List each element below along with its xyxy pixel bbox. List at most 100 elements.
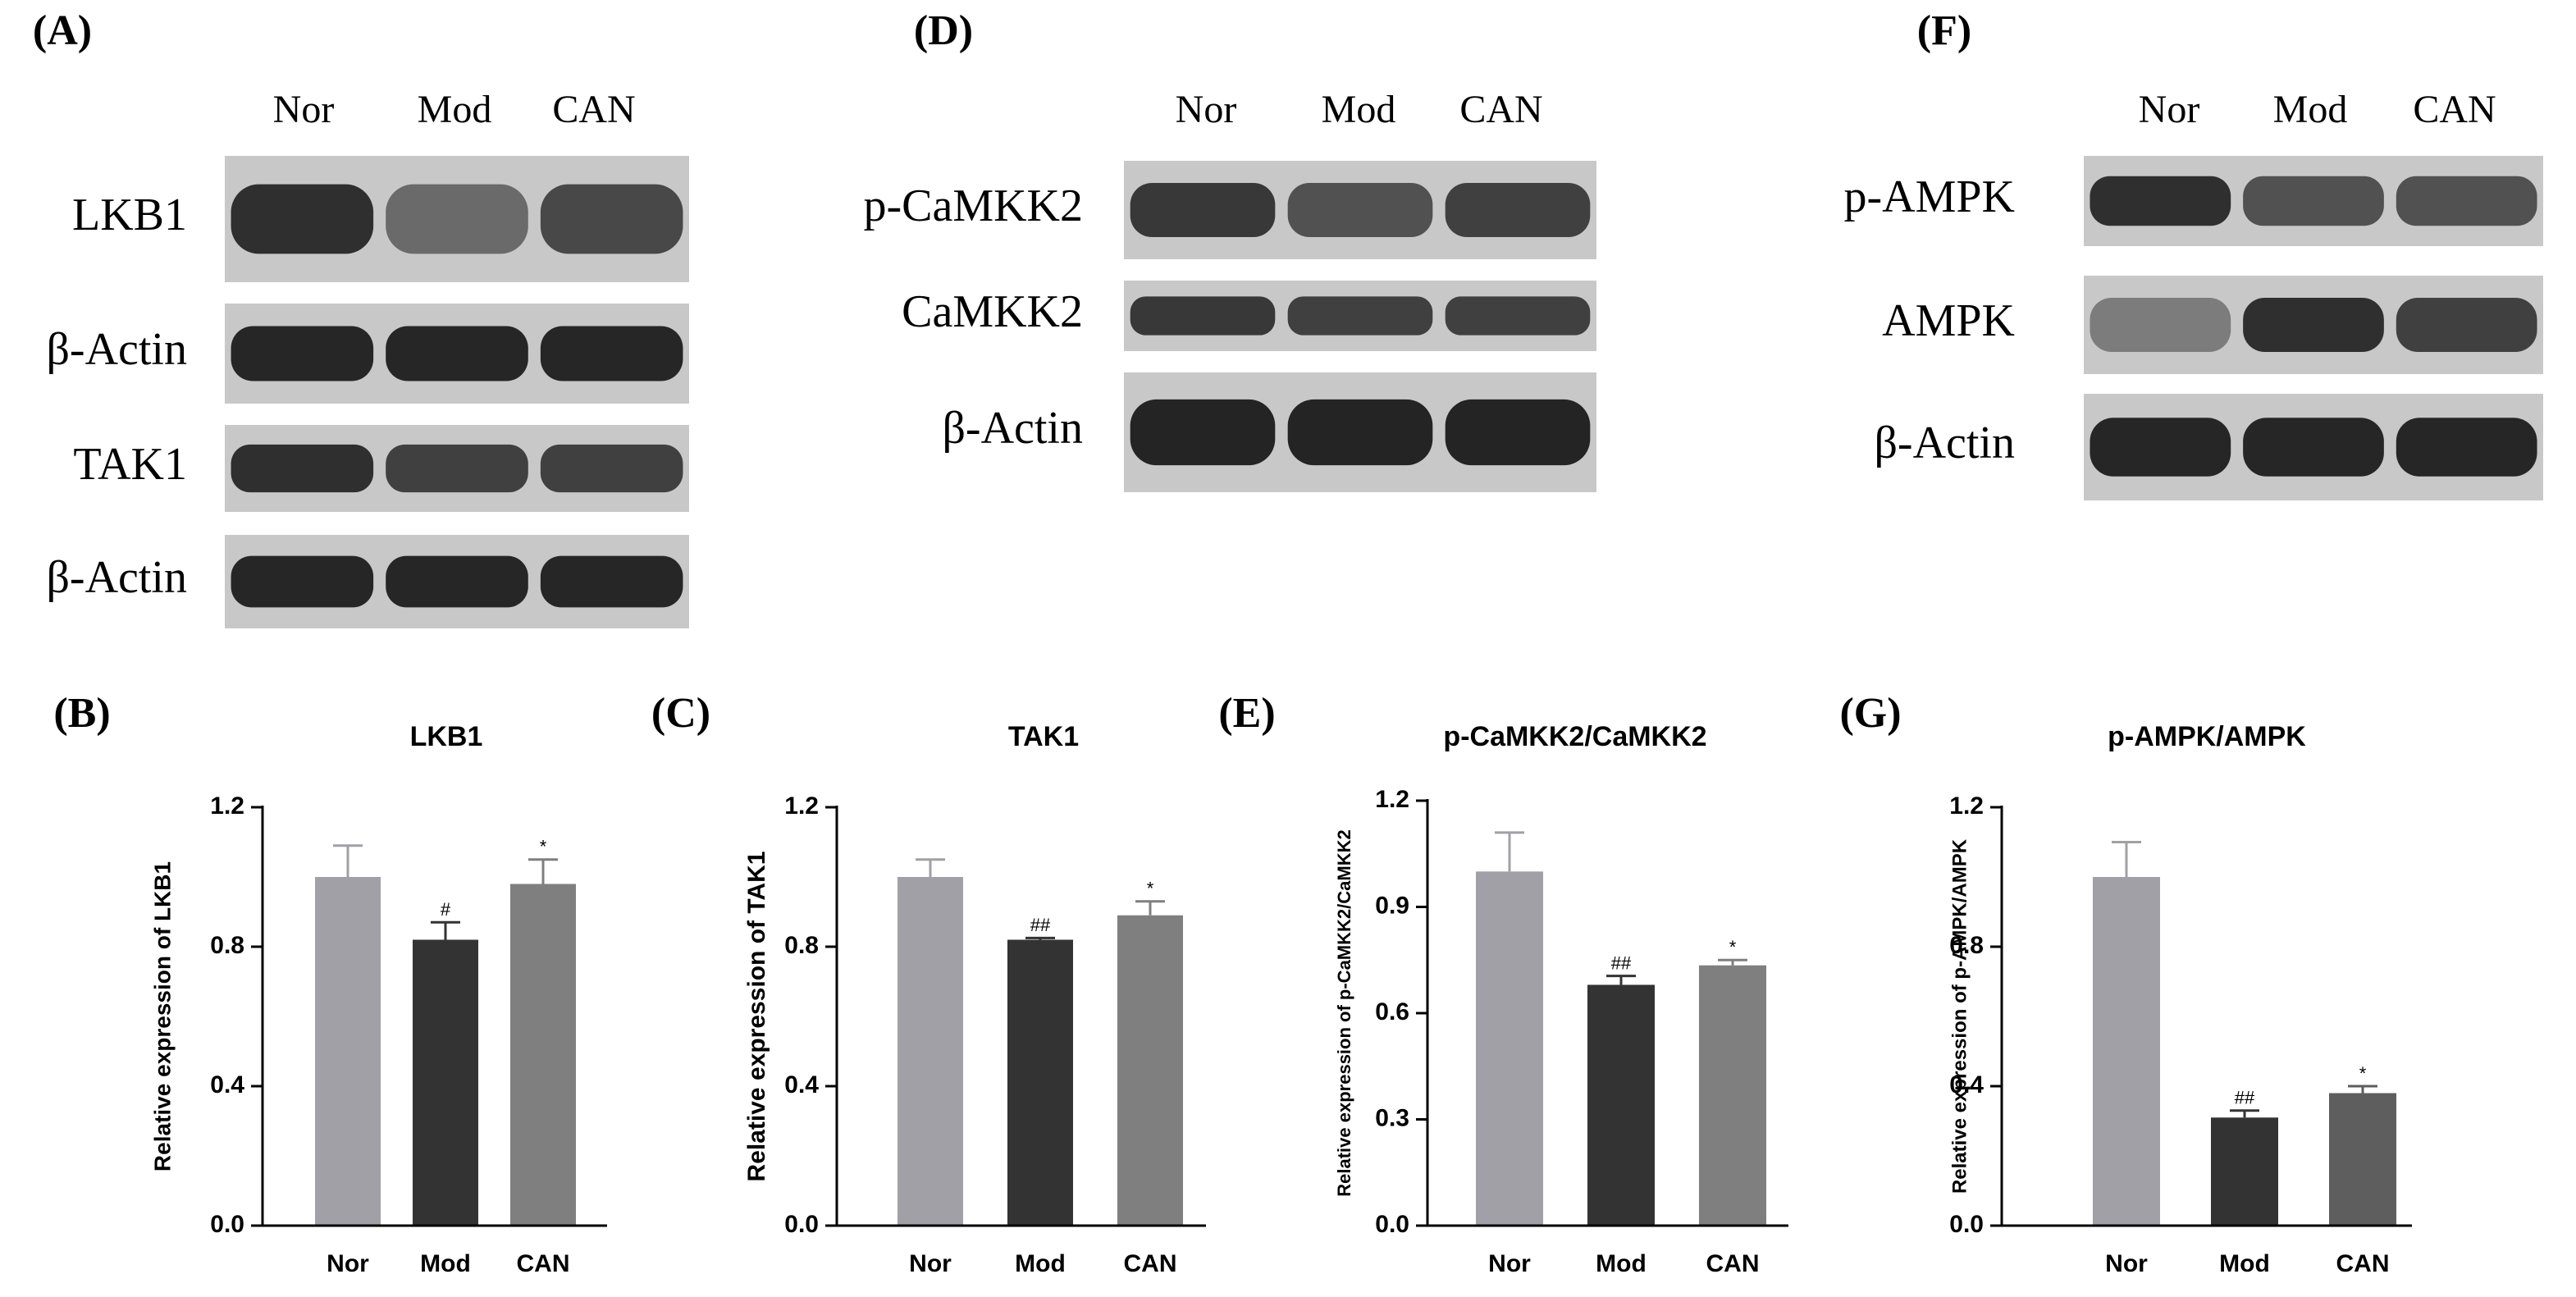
bar <box>1007 939 1073 1226</box>
chart-title: p-AMPK/AMPK <box>2108 721 2306 752</box>
bar <box>510 884 576 1226</box>
y-tick-label: 0.6 <box>1375 998 1409 1025</box>
blot-band <box>386 555 528 608</box>
blot-band <box>1130 183 1276 237</box>
y-axis-label: Relative expression of p-AMPK/AMPK <box>1948 838 1971 1194</box>
blot-band <box>2090 176 2231 226</box>
x-tick-label: CAN <box>1124 1250 1177 1277</box>
y-tick-label: 0.8 <box>1949 932 1984 959</box>
x-tick-label: Nor <box>2105 1250 2148 1277</box>
row-label: AMPK <box>1882 295 2015 346</box>
lane-label: Nor <box>273 88 335 131</box>
x-tick-label: CAN <box>2336 1250 2390 1277</box>
blot-band <box>2243 418 2384 477</box>
y-tick-label: 0.0 <box>1949 1211 1984 1238</box>
bar <box>1117 915 1183 1226</box>
row-label: β-Actin <box>46 324 187 375</box>
blot-band <box>2396 418 2537 477</box>
blot-band <box>386 184 528 254</box>
y-tick-label: 0.0 <box>784 1211 819 1238</box>
row-label: LKB1 <box>72 190 187 240</box>
y-axis-label: Relative expression of TAK1 <box>743 852 770 1182</box>
x-tick-label: Mod <box>1596 1250 1647 1277</box>
panel-label: (C) <box>651 690 710 737</box>
x-tick-label: Mod <box>1015 1250 1066 1277</box>
lane-label: CAN <box>1459 88 1542 131</box>
y-tick-label: 0.4 <box>1949 1071 1984 1098</box>
y-tick-label: 0.4 <box>210 1071 244 1098</box>
x-tick-label: CAN <box>517 1250 570 1277</box>
significance: * <box>540 837 547 857</box>
bar <box>2211 1117 2278 1226</box>
row-label: p-AMPK <box>1844 171 2015 222</box>
y-axis-label: Relative expression of LKB1 <box>149 861 175 1171</box>
blot-band <box>1445 183 1591 237</box>
y-tick-label: 0.3 <box>1375 1104 1409 1131</box>
y-tick-label: 0.4 <box>784 1071 819 1098</box>
panel-label: (G) <box>1839 690 1901 737</box>
blot-band <box>231 555 374 608</box>
y-tick-label: 0.8 <box>784 932 819 959</box>
lane-label: Nor <box>2139 88 2200 131</box>
chart-title: LKB1 <box>410 721 483 752</box>
blot-band <box>1287 399 1433 466</box>
significance: ## <box>1611 952 1632 973</box>
x-tick-label: CAN <box>1706 1250 1760 1277</box>
blot-band <box>540 184 683 254</box>
lane-label: CAN <box>2413 88 2496 131</box>
significance: * <box>1147 879 1154 899</box>
row-label: β-Actin <box>1874 418 2015 468</box>
blot-band <box>231 444 374 493</box>
row-label: TAK1 <box>73 439 187 490</box>
bar <box>1476 871 1543 1226</box>
bar <box>1699 965 1766 1226</box>
blot-band <box>2243 176 2384 226</box>
row-label: β-Actin <box>46 552 187 603</box>
x-tick-label: Mod <box>2219 1250 2270 1277</box>
significance: ## <box>1030 915 1051 935</box>
y-tick-label: 1.2 <box>1949 792 1984 820</box>
lane-label: Mod <box>418 88 492 131</box>
blot-band <box>1287 183 1433 237</box>
lane-label: Mod <box>2273 88 2348 131</box>
y-tick-label: 1.2 <box>1375 786 1409 813</box>
row-label: β-Actin <box>942 403 1083 454</box>
bar <box>2329 1093 2396 1226</box>
lane-label: CAN <box>552 88 635 131</box>
blot-band <box>540 326 683 381</box>
x-tick-label: Nor <box>909 1250 952 1277</box>
blot-band <box>231 326 374 381</box>
panel-label: (D) <box>914 7 973 54</box>
y-tick-label: 0.8 <box>210 932 244 959</box>
blot-band <box>386 326 528 381</box>
y-tick-label: 0.0 <box>210 1211 244 1238</box>
blot-band <box>540 555 683 608</box>
significance: ## <box>2235 1088 2255 1108</box>
y-axis-label: Relative expression of p-CaMKK2/CaMKK2 <box>1334 829 1354 1196</box>
y-tick-label: 1.2 <box>784 792 819 820</box>
blot-band <box>386 444 528 493</box>
blot-band <box>231 184 374 254</box>
chart-title: p-CaMKK2/CaMKK2 <box>1443 721 1706 752</box>
bar <box>2093 877 2160 1226</box>
bar <box>897 877 963 1226</box>
blot-band <box>1130 399 1276 466</box>
x-tick-label: Mod <box>420 1250 471 1277</box>
lane-label: Nor <box>1176 88 1237 131</box>
blot-band <box>1287 296 1433 336</box>
blot-band <box>2090 298 2231 352</box>
bar <box>413 939 478 1226</box>
row-label: CaMKK2 <box>902 286 1083 337</box>
panel-label: (E) <box>1218 690 1275 737</box>
bar <box>1587 984 1655 1226</box>
blot-band <box>540 444 683 493</box>
panel-label: (A) <box>33 7 92 54</box>
blot-band <box>1445 399 1591 466</box>
y-tick-label: 0.0 <box>1375 1211 1409 1238</box>
panel-label: (B) <box>53 690 110 737</box>
significance: * <box>1729 937 1737 957</box>
y-tick-label: 1.2 <box>210 792 244 820</box>
blot-band <box>2243 298 2384 352</box>
blot-band <box>2396 176 2537 226</box>
